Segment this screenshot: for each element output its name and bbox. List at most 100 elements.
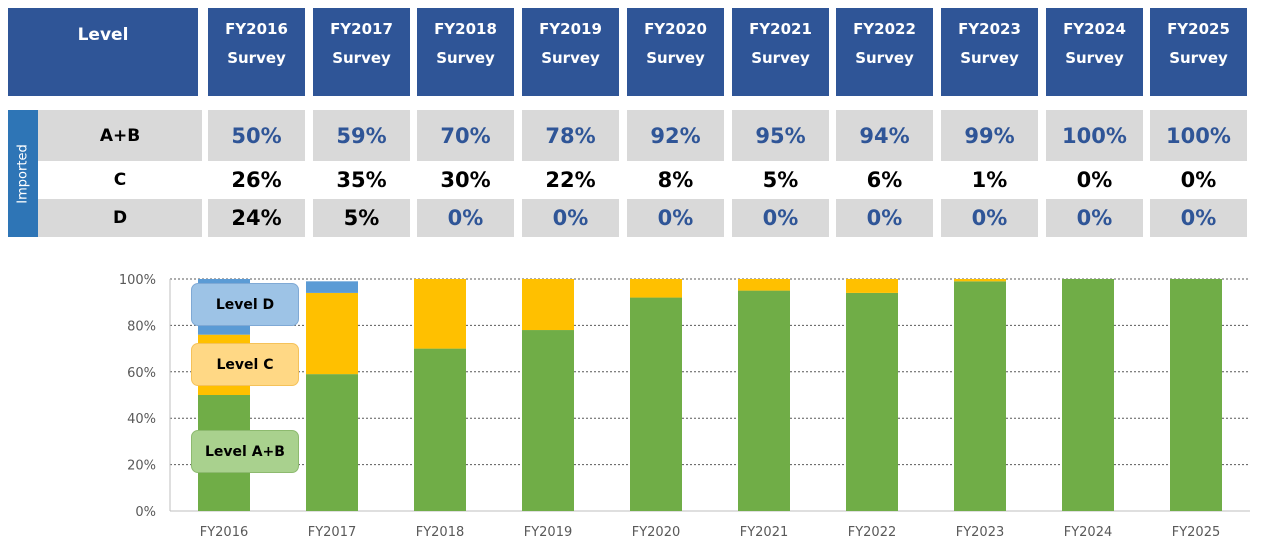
- year-header-fy2024: FY2024 Survey: [1046, 8, 1143, 96]
- value-cell-c: 30%: [417, 161, 514, 199]
- y-tick-label: 40%: [127, 412, 156, 427]
- value-text: 0%: [971, 206, 1008, 230]
- row-label-c: C: [38, 161, 202, 199]
- x-tick-label: FY2025: [1172, 525, 1221, 540]
- row-label-c-text: C: [113, 170, 127, 190]
- bar-level-a-b-fy2022: [846, 292, 898, 511]
- value-cell-d: 0%: [732, 199, 829, 237]
- bar-level-a-b-fy2023: [954, 281, 1006, 511]
- value-text: 59%: [336, 123, 387, 148]
- value-cell-c: 5%: [732, 161, 829, 199]
- year-header-fy2020: FY2020 Survey: [627, 8, 724, 96]
- value-text: 22%: [545, 168, 596, 192]
- row-label-d-text: D: [112, 208, 128, 228]
- legend-level-ab-text: Level A+B: [205, 443, 285, 460]
- value-text: 0%: [1076, 206, 1113, 230]
- value-cell-d: 0%: [417, 199, 514, 237]
- bar-level-a-b-fy2025: [1170, 279, 1222, 511]
- bar-level-a-b-fy2021: [738, 290, 790, 511]
- value-cell-c: 0%: [1046, 161, 1143, 199]
- value-cell-d: 0%: [836, 199, 933, 237]
- value-cell-ab: 100%: [1046, 110, 1143, 161]
- value-cell-c: 0%: [1150, 161, 1247, 199]
- value-cell-ab: 100%: [1150, 110, 1247, 161]
- value-text: 0%: [552, 206, 589, 230]
- x-tick-label: FY2018: [416, 525, 465, 540]
- x-tick-label: FY2019: [524, 525, 573, 540]
- imported-group-label: Imported: [8, 110, 38, 237]
- value-cell-ab: 50%: [208, 110, 305, 161]
- value-cell-ab: 94%: [836, 110, 933, 161]
- y-tick-label: 100%: [119, 273, 156, 288]
- year-header-fy2019: FY2019 Survey: [522, 8, 619, 96]
- value-text: 0%: [657, 206, 694, 230]
- value-text: 0%: [1180, 206, 1217, 230]
- year-header-year: FY2020: [644, 20, 707, 38]
- legend-level-ab: Level A+B: [191, 430, 299, 473]
- year-header-year: FY2024: [1063, 20, 1126, 38]
- value-cell-d: 0%: [522, 199, 619, 237]
- bar-level-a-b-fy2019: [522, 330, 574, 511]
- year-header-fy2022: FY2022 Survey: [836, 8, 933, 96]
- y-tick-label: 60%: [127, 366, 156, 381]
- year-header-year: FY2023: [958, 20, 1021, 38]
- bar-level-c-fy2017: [306, 292, 358, 375]
- value-text: 70%: [440, 123, 491, 148]
- bar-level-c-fy2019: [522, 279, 574, 331]
- level-header-label: Level: [77, 25, 129, 45]
- bar-level-c-fy2022: [846, 279, 898, 293]
- value-cell-c: 8%: [627, 161, 724, 199]
- value-text: 35%: [336, 168, 387, 192]
- value-text: 100%: [1062, 123, 1127, 148]
- year-header-survey: Survey: [751, 49, 810, 67]
- value-text: 1%: [971, 168, 1008, 192]
- x-tick-label: FY2024: [1064, 525, 1113, 540]
- bar-level-c-fy2021: [738, 279, 790, 291]
- value-text: 0%: [866, 206, 903, 230]
- legend-level-d: Level D: [191, 283, 299, 326]
- year-header-year: FY2025: [1167, 20, 1230, 38]
- level-header: Level: [8, 8, 198, 96]
- value-text: 78%: [545, 123, 596, 148]
- bar-level-c-fy2023: [954, 279, 1006, 282]
- value-text: 24%: [231, 206, 282, 230]
- row-label-d: D: [38, 199, 202, 237]
- x-tick-label: FY2020: [632, 525, 681, 540]
- value-cell-d: 24%: [208, 199, 305, 237]
- year-header-survey: Survey: [646, 49, 705, 67]
- x-tick-label: FY2017: [308, 525, 357, 540]
- value-text: 92%: [650, 123, 701, 148]
- value-cell-c: 35%: [313, 161, 410, 199]
- year-header-year: FY2016: [225, 20, 288, 38]
- row-label-ab-text: A+B: [99, 125, 141, 146]
- year-header-survey: Survey: [1065, 49, 1124, 67]
- year-header-fy2017: FY2017 Survey: [313, 8, 410, 96]
- bar-level-a-b-fy2024: [1062, 279, 1114, 511]
- value-cell-ab: 92%: [627, 110, 724, 161]
- x-tick-label: FY2016: [200, 525, 249, 540]
- bar-level-a-b-fy2020: [630, 297, 682, 511]
- row-label-ab: A+B: [38, 110, 202, 161]
- value-cell-ab: 70%: [417, 110, 514, 161]
- value-cell-d: 0%: [627, 199, 724, 237]
- year-header-year: FY2018: [434, 20, 497, 38]
- value-cell-ab: 95%: [732, 110, 829, 161]
- value-text: 99%: [964, 123, 1015, 148]
- legend-level-c-text: Level C: [216, 356, 274, 373]
- year-header-year: FY2017: [330, 20, 393, 38]
- legend-level-d-text: Level D: [215, 296, 275, 313]
- year-header-survey: Survey: [960, 49, 1019, 67]
- year-header-year: FY2019: [539, 20, 602, 38]
- year-header-survey: Survey: [227, 49, 286, 67]
- x-tick-label: FY2023: [956, 525, 1005, 540]
- y-tick-label: 20%: [127, 459, 156, 474]
- bar-level-d-fy2017: [306, 281, 358, 293]
- value-text: 5%: [343, 206, 380, 230]
- bar-level-a-b-fy2018: [414, 348, 466, 511]
- year-header-year: FY2022: [853, 20, 916, 38]
- value-text: 0%: [762, 206, 799, 230]
- value-cell-c: 22%: [522, 161, 619, 199]
- value-cell-d: 0%: [941, 199, 1038, 237]
- value-cell-d: 0%: [1046, 199, 1143, 237]
- year-header-survey: Survey: [855, 49, 914, 67]
